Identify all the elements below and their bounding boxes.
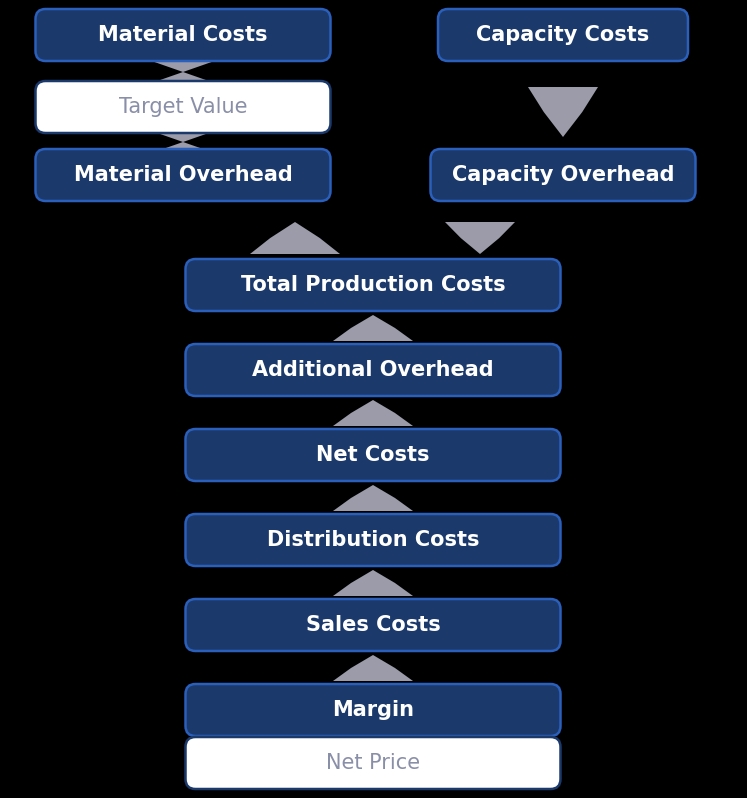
FancyBboxPatch shape bbox=[185, 514, 560, 566]
FancyBboxPatch shape bbox=[36, 149, 330, 201]
Polygon shape bbox=[528, 87, 598, 137]
Polygon shape bbox=[333, 315, 413, 341]
FancyBboxPatch shape bbox=[185, 737, 560, 789]
Text: Capacity Costs: Capacity Costs bbox=[477, 25, 650, 45]
Polygon shape bbox=[333, 726, 413, 748]
FancyBboxPatch shape bbox=[185, 599, 560, 651]
FancyBboxPatch shape bbox=[185, 429, 560, 481]
Text: Net Costs: Net Costs bbox=[316, 445, 430, 465]
Polygon shape bbox=[143, 58, 223, 72]
FancyBboxPatch shape bbox=[36, 81, 330, 133]
Text: Net Price: Net Price bbox=[326, 753, 420, 773]
FancyBboxPatch shape bbox=[36, 9, 330, 61]
Text: Additional Overhead: Additional Overhead bbox=[252, 360, 494, 380]
Text: Material Costs: Material Costs bbox=[99, 25, 267, 45]
FancyBboxPatch shape bbox=[430, 149, 695, 201]
Polygon shape bbox=[333, 570, 413, 596]
Text: Margin: Margin bbox=[332, 700, 414, 720]
Text: Sales Costs: Sales Costs bbox=[306, 615, 441, 635]
Polygon shape bbox=[143, 72, 223, 86]
Text: Distribution Costs: Distribution Costs bbox=[267, 530, 480, 550]
FancyBboxPatch shape bbox=[185, 684, 560, 736]
Text: Capacity Overhead: Capacity Overhead bbox=[452, 165, 675, 185]
FancyBboxPatch shape bbox=[185, 259, 560, 311]
Polygon shape bbox=[143, 128, 223, 142]
Polygon shape bbox=[445, 222, 515, 254]
FancyBboxPatch shape bbox=[185, 344, 560, 396]
Text: Target Value: Target Value bbox=[119, 97, 247, 117]
FancyBboxPatch shape bbox=[438, 9, 688, 61]
Polygon shape bbox=[250, 222, 340, 254]
Polygon shape bbox=[333, 485, 413, 511]
Polygon shape bbox=[333, 400, 413, 426]
Polygon shape bbox=[143, 142, 223, 156]
Text: Material Overhead: Material Overhead bbox=[74, 165, 292, 185]
Polygon shape bbox=[333, 655, 413, 681]
Text: Total Production Costs: Total Production Costs bbox=[241, 275, 505, 295]
